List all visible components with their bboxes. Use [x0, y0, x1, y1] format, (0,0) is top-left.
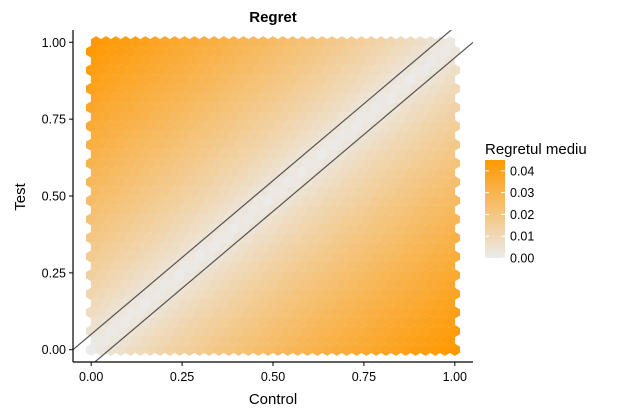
- x-axis-title: Control: [249, 391, 297, 408]
- hex-cell: [307, 36, 318, 49]
- hex-cell: [449, 231, 461, 245]
- hex-cell: [257, 36, 269, 49]
- hex-cell: [297, 36, 308, 49]
- hex-cell: [444, 147, 456, 161]
- y-axis-ticks: 0.00 0.25 0.50 0.75 1.00: [42, 36, 73, 357]
- hex-cell: [449, 82, 461, 96]
- legend-ticks: 0.04 0.03 0.02 0.01 0.00: [485, 164, 534, 266]
- reference-lines: [73, 30, 473, 362]
- legend: Regretul mediu 0.04 0.03 0.02 0.01 0.00: [485, 141, 587, 266]
- legend-tick-label: 0.01: [510, 230, 534, 244]
- hex-cell: [110, 36, 121, 49]
- hex-cell: [444, 185, 456, 198]
- chart-title: Regret: [249, 9, 297, 26]
- hex-cell: [415, 36, 426, 49]
- hex-cell: [356, 36, 367, 49]
- hex-cell: [248, 36, 259, 49]
- hex-cell: [449, 175, 461, 189]
- hex-cell: [444, 129, 456, 142]
- hex-cell: [169, 36, 180, 49]
- legend-tick-label: 0.02: [510, 208, 534, 222]
- hex-cell: [385, 36, 397, 49]
- hex-cell: [189, 36, 200, 49]
- y-tick-label: 0.50: [42, 190, 66, 204]
- hex-cell: [90, 36, 102, 49]
- hex-cell: [228, 36, 239, 49]
- hexbin-cells: [85, 36, 461, 356]
- x-tick-label: 0.25: [170, 370, 194, 384]
- legend-title: Regretul mediu: [485, 141, 587, 158]
- hex-cell: [336, 36, 348, 49]
- hex-cell: [346, 36, 357, 49]
- hex-cell: [449, 213, 461, 226]
- hex-cell: [449, 250, 461, 263]
- hex-cell: [444, 296, 456, 310]
- hex-cell: [444, 203, 456, 217]
- hex-cell: [179, 36, 190, 49]
- hex-cell: [444, 334, 456, 347]
- hex-cell: [444, 73, 456, 86]
- hex-cell: [100, 36, 112, 49]
- reference-line: [93, 41, 473, 362]
- legend-tick-label: 0.00: [510, 252, 534, 266]
- hex-cell: [449, 138, 461, 151]
- hex-cell: [449, 343, 461, 356]
- hex-cell: [277, 36, 289, 49]
- hex-cell: [449, 194, 461, 207]
- hex-cell: [444, 222, 456, 235]
- hex-cell: [375, 36, 387, 49]
- hex-cell: [449, 287, 461, 300]
- hex-cell: [444, 36, 456, 49]
- hex-cell: [208, 36, 220, 49]
- hex-cell: [449, 64, 461, 77]
- hex-cell: [159, 36, 171, 49]
- y-tick-label: 0.25: [42, 266, 66, 280]
- hex-cell: [449, 306, 461, 319]
- hex-cell: [444, 92, 456, 105]
- hex-cell: [326, 36, 338, 49]
- hex-cell: [449, 269, 461, 282]
- legend-tick-label: 0.03: [510, 186, 534, 200]
- x-axis-ticks: 0.00 0.25 0.50 0.75 1.00: [79, 362, 467, 384]
- hex-cell: [449, 120, 461, 133]
- hex-cell: [444, 259, 456, 272]
- hex-cell: [130, 36, 141, 49]
- hex-cell: [444, 241, 456, 254]
- hex-cell: [444, 110, 456, 123]
- hex-cell: [444, 278, 456, 291]
- x-tick-label: 0.75: [352, 370, 376, 384]
- hex-cell: [120, 36, 131, 49]
- hex-cell: [405, 36, 416, 49]
- hex-cell: [238, 36, 249, 49]
- x-tick-label: 0.00: [79, 370, 103, 384]
- hex-cell: [449, 324, 461, 338]
- y-tick-label: 0.00: [42, 343, 66, 357]
- x-tick-label: 0.50: [261, 370, 285, 384]
- legend-colorbar: [485, 160, 505, 258]
- hex-cell: [449, 157, 461, 170]
- hex-cell: [316, 36, 328, 49]
- hex-cell: [218, 36, 230, 49]
- hex-cell: [149, 36, 161, 49]
- y-axis-title: Test: [12, 182, 29, 210]
- hex-cell: [267, 36, 279, 49]
- hex-cell: [366, 36, 377, 49]
- hex-cell: [140, 36, 151, 49]
- hex-cell: [198, 36, 210, 49]
- y-tick-label: 0.75: [42, 113, 66, 127]
- y-tick-label: 1.00: [42, 36, 66, 50]
- hex-cell: [449, 101, 461, 114]
- hex-cell: [444, 315, 456, 328]
- hex-cell: [287, 36, 298, 49]
- hex-cell: [444, 166, 456, 179]
- legend-tick-label: 0.04: [510, 164, 534, 178]
- hex-cell: [425, 36, 436, 49]
- x-tick-label: 1.00: [443, 370, 467, 384]
- hex-cell: [395, 36, 406, 49]
- reference-line: [73, 30, 453, 351]
